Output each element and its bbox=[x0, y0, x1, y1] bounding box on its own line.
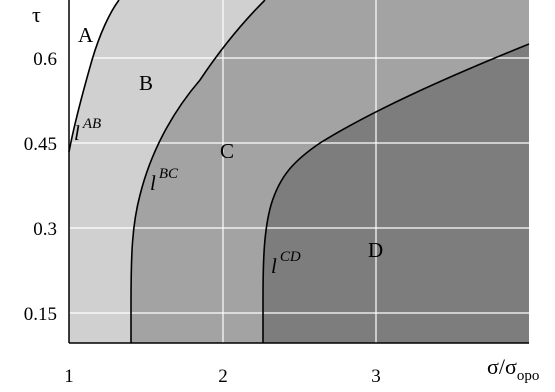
region-c-label: C bbox=[220, 139, 234, 163]
y-tick-label-0-6: 0.6 bbox=[33, 49, 57, 70]
region-b-label: B bbox=[139, 71, 153, 95]
x-tick-label-3: 3 bbox=[371, 366, 381, 387]
boundary-curve-ab bbox=[68, 0, 120, 153]
region-d-label: D bbox=[368, 238, 383, 262]
region-d bbox=[263, 44, 529, 343]
curve-label-cd: l CD bbox=[271, 249, 301, 278]
y-tick-label-0-3: 0.3 bbox=[33, 219, 57, 240]
y-tick-label-0-15: 0.15 bbox=[24, 304, 57, 325]
x-tick-label-1: 1 bbox=[64, 366, 74, 387]
x-axis-label: σ/σopo bbox=[487, 354, 539, 384]
boundary-curve-cd bbox=[262, 43, 530, 343]
x-tick-label-2: 2 bbox=[218, 366, 228, 387]
y-axis-label: τ bbox=[32, 2, 41, 27]
region-a-label: A bbox=[78, 23, 94, 47]
curve-label-bc: l BC bbox=[150, 166, 179, 195]
y-tick-label-0-45: 0.45 bbox=[24, 134, 57, 155]
curve-label-ab: l AB bbox=[74, 116, 101, 145]
boundary-curve-bc bbox=[130, 0, 266, 343]
